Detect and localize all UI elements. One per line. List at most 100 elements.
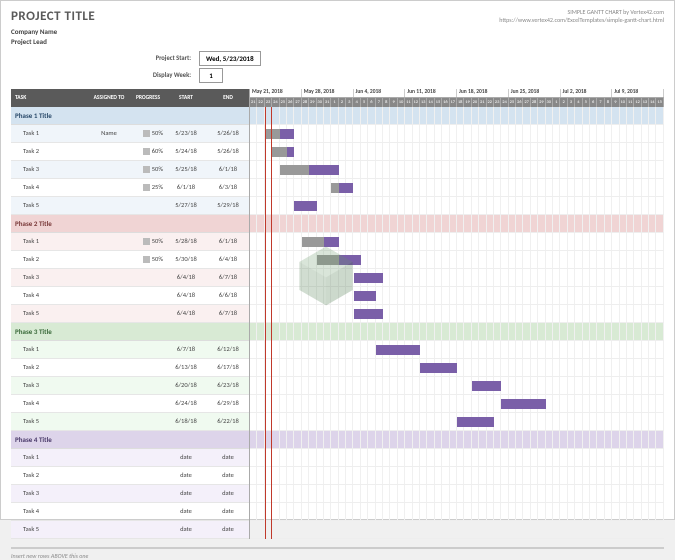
gantt-bar[interactable] [420,363,457,373]
task-row[interactable]: Task 250%5/30/186/4/18 [11,251,249,269]
task-start: 6/4/18 [165,291,207,299]
table-header: TASK ASSIGNED TO PROGRESS START END [11,89,249,107]
day-cell: 18 [457,98,464,107]
gantt-bar[interactable] [472,381,502,391]
task-row[interactable]: Task 260%5/24/185/26/18 [11,143,249,161]
gantt-bar[interactable] [354,273,384,283]
task-end: 6/7/18 [207,273,249,281]
task-row[interactable]: Task 46/4/186/6/18 [11,287,249,305]
task-end: 6/3/18 [207,183,249,191]
day-cell: 12 [413,98,420,107]
task-start: 6/20/18 [165,381,207,389]
day-cell: 28 [302,98,309,107]
task-end: date [207,471,249,479]
start-label: Project Start: [141,54,191,62]
task-end: 5/26/18 [207,129,249,137]
task-row[interactable]: Task 36/20/186/23/18 [11,377,249,395]
task-start: 6/18/18 [165,417,207,425]
day-cell: 14 [427,98,434,107]
phase-header: Phase 1 Title [11,107,249,125]
day-cell: 11 [405,98,412,107]
task-row[interactable]: Task 55/27/185/29/18 [11,197,249,215]
day-cell: 20 [472,98,479,107]
gantt-bar-done [265,129,280,139]
task-name: Task 3 [11,273,87,281]
task-row[interactable]: Task 26/13/186/17/18 [11,359,249,377]
task-row[interactable]: Task 150%5/28/186/1/18 [11,233,249,251]
task-name: Task 2 [11,363,87,371]
timeline-row [250,503,664,521]
task-start: 6/7/18 [165,345,207,353]
task-start: 5/24/18 [165,147,207,155]
gantt-bar-done [331,183,338,193]
task-row[interactable]: Task 56/4/186/7/18 [11,305,249,323]
footer-note: Insert new rows ABOVE this one [11,547,664,560]
task-end: 6/12/18 [207,345,249,353]
timeline-row [250,269,664,287]
task-start: 6/4/18 [165,273,207,281]
task-row[interactable]: Task 4datedate [11,503,249,521]
task-row[interactable]: Task 3datedate [11,485,249,503]
day-cell: 8 [383,98,390,107]
gantt-bar[interactable] [294,201,316,211]
day-cell: 11 [627,98,634,107]
day-cell: 10 [398,98,405,107]
day-cell: 27 [294,98,301,107]
day-header: 2122232425262728293031123456789101112131… [250,98,664,107]
timeline: May 21, 2018May 28, 2018Jun 4, 2018Jun 1… [249,89,664,539]
gantt-bar[interactable] [457,417,494,427]
task-start: date [165,471,207,479]
task-row[interactable]: Task 56/18/186/22/18 [11,413,249,431]
project-lead: Project Lead [11,37,95,47]
task-row[interactable]: Task 46/24/186/29/18 [11,395,249,413]
task-end: 6/7/18 [207,309,249,317]
timeline-row [250,143,664,161]
task-row[interactable]: Task 1Name50%5/23/185/26/18 [11,125,249,143]
task-end: 6/17/18 [207,363,249,371]
timeline-row [250,287,664,305]
task-end: date [207,453,249,461]
task-row[interactable]: Task 3 6/4/186/7/18 [11,269,249,287]
week-label: Display Week: [141,71,191,79]
gantt-bar-done [317,255,339,265]
task-row[interactable]: Task 350%5/25/186/1/18 [11,161,249,179]
task-end: 6/29/18 [207,399,249,407]
task-name: Task 2 [11,147,87,155]
task-row[interactable]: Task 425%6/1/186/3/18 [11,179,249,197]
week-cell: Jul 2, 2018 [561,89,613,97]
task-row[interactable]: Task 16/7/186/12/18 [11,341,249,359]
day-cell: 12 [634,98,641,107]
gantt-bar-done [302,237,324,247]
day-cell: 30 [317,98,324,107]
task-row[interactable]: Task 2datedate [11,467,249,485]
task-name: Task 3 [11,489,87,497]
project-start-input[interactable]: Wed, 5/23/2018 [199,51,261,66]
task-progress: 50% [131,129,165,137]
day-cell: 29 [538,98,545,107]
today-marker [265,107,266,539]
gantt-bar[interactable] [376,345,420,355]
task-row[interactable]: Task 1datedate [11,449,249,467]
day-cell: 13 [642,98,649,107]
gantt-bar[interactable] [501,399,545,409]
day-cell: 5 [583,98,590,107]
display-week-input[interactable]: 1 [199,68,223,83]
task-assigned: Name [87,129,131,137]
day-cell: 25 [280,98,287,107]
task-start: 5/30/18 [165,255,207,263]
day-cell: 24 [272,98,279,107]
week-cell: Jun 4, 2018 [354,89,406,97]
task-end: 6/6/18 [207,291,249,299]
gantt-bar[interactable] [354,291,376,301]
gantt-chart: TASK ASSIGNED TO PROGRESS START END Phas… [11,89,664,539]
task-end: 6/1/18 [207,237,249,245]
week-cell: Jun 25, 2018 [509,89,561,97]
timeline-row [250,377,664,395]
task-row[interactable]: Task 5datedate [11,521,249,539]
timeline-row [250,413,664,431]
task-start: date [165,525,207,533]
gantt-bar[interactable] [354,309,384,319]
day-cell: 4 [353,98,360,107]
day-cell: 3 [346,98,353,107]
task-name: Task 5 [11,525,87,533]
